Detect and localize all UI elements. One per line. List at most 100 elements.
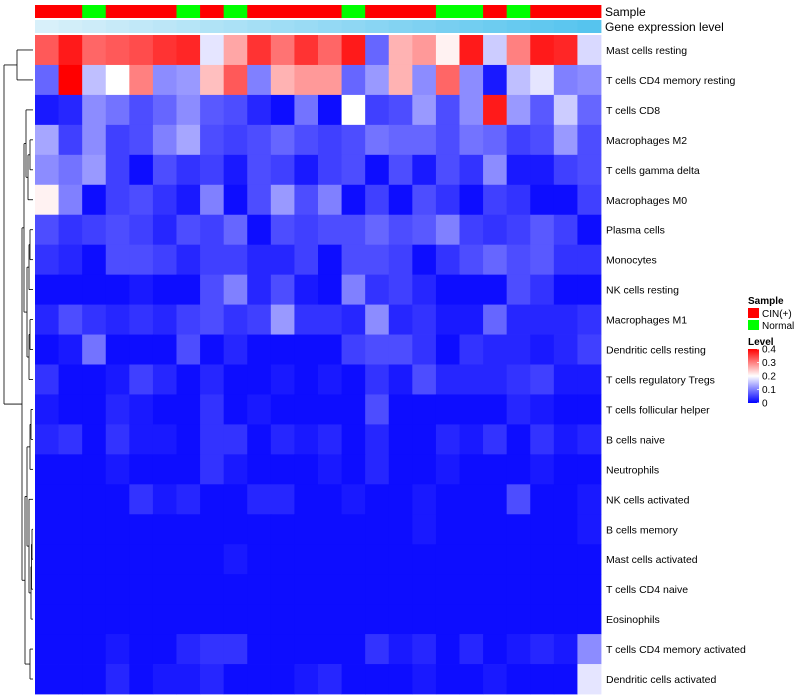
heatmap-cell (58, 394, 83, 425)
heatmap-cell (176, 424, 201, 455)
heatmap-cell (35, 64, 59, 96)
heatmap-cell (483, 214, 508, 246)
heatmap-cell (412, 394, 437, 425)
expression-annotation-cell (270, 20, 295, 33)
heatmap-cell (388, 154, 413, 186)
heatmap-cell (506, 424, 531, 455)
row-labels: Mast cells resting T cells CD4 memory res… (606, 45, 746, 686)
heatmap-cell (365, 124, 390, 156)
heatmap-cell (35, 604, 59, 635)
heatmap-cell (365, 35, 390, 66)
heatmap-cell (270, 424, 295, 455)
heatmap-cell (105, 124, 130, 156)
heatmap-cell (506, 544, 531, 575)
row-label: T cells CD4 naive (606, 584, 688, 596)
row-label: B cells naive (606, 434, 665, 446)
expression-annotation-cell (553, 20, 578, 33)
heatmap-cell (318, 124, 342, 156)
heatmap-cell (200, 664, 225, 695)
heatmap-cell (200, 484, 225, 515)
heatmap-cell (176, 35, 201, 66)
heatmap-cell (82, 364, 107, 395)
heatmap-cell (82, 394, 107, 425)
row-label: Neutrophils (606, 464, 659, 476)
expression-annotation-cell (483, 20, 508, 33)
heatmap-cell (483, 154, 508, 186)
legend-sample-title: Sample (748, 296, 784, 307)
row-label: Dendritic cells resting (606, 345, 706, 357)
heatmap-cell (294, 214, 319, 246)
heatmap-cell (58, 244, 83, 276)
heatmap-cell (152, 484, 177, 515)
heatmap-cell (176, 394, 201, 425)
heatmap-cell (577, 214, 602, 246)
heatmap-cell (483, 244, 508, 276)
heatmap-cell (200, 35, 225, 66)
heatmap-cell (35, 244, 59, 276)
heatmap-cell (247, 214, 272, 246)
heatmap-cell (341, 64, 366, 96)
heatmap-cell (223, 364, 248, 395)
heatmap-cell (176, 634, 201, 665)
heatmap-cell (247, 35, 272, 66)
heatmap-cell (459, 514, 484, 545)
heatmap-cell (152, 394, 177, 425)
heatmap-cell (176, 184, 201, 216)
heatmap-cell (129, 454, 154, 485)
heatmap-cell (223, 424, 248, 455)
heatmap-cell (412, 604, 437, 635)
expression-annotation-cell (506, 20, 531, 33)
sample-annotation-cell (105, 5, 130, 18)
heatmap-cell (506, 454, 531, 485)
heatmap-cell (176, 274, 201, 305)
heatmap-cell (553, 364, 578, 395)
row-label: T cells follicular helper (606, 404, 710, 416)
heatmap-cell (223, 514, 248, 545)
heatmap-cell (105, 484, 130, 515)
heatmap-cell (247, 394, 272, 425)
heatmap-cell (530, 424, 555, 455)
heatmap-cell (200, 64, 225, 96)
sample-annotation-label: Sample (605, 5, 646, 19)
heatmap-cell (483, 35, 508, 66)
heatmap-cell (270, 574, 295, 605)
heatmap-cell (294, 154, 319, 186)
heatmap-cell (577, 35, 602, 66)
heatmap-cell (270, 154, 295, 186)
heatmap-cell (105, 304, 130, 335)
heatmap-cell (435, 274, 460, 305)
heatmap-cell (412, 664, 437, 695)
heatmap-cell (553, 35, 578, 66)
heatmap-cell (270, 634, 295, 665)
heatmap-cell (200, 154, 225, 186)
heatmap-cell (35, 664, 59, 695)
heatmap-cell (318, 184, 342, 216)
heatmap-cell (365, 604, 390, 635)
heatmap-cell (176, 604, 201, 635)
heatmap-cell (577, 574, 602, 605)
heatmap-cell (247, 514, 272, 545)
row-label: NK cells activated (606, 494, 690, 506)
heatmap-cell (577, 454, 602, 485)
heatmap-cell (459, 394, 484, 425)
heatmap-cell (506, 124, 531, 156)
heatmap-cell (223, 64, 248, 96)
heatmap-cell (318, 394, 342, 425)
heatmap-cell (483, 124, 508, 156)
expression-annotation-cell (341, 20, 366, 33)
heatmap-cell (270, 664, 295, 695)
heatmap-cell (294, 244, 319, 276)
heatmap-cell (435, 334, 460, 365)
heatmap-cell (483, 454, 508, 485)
heatmap-cell (318, 304, 342, 335)
heatmap-cell (577, 304, 602, 335)
heatmap-cell (530, 214, 555, 246)
heatmap-cell (129, 184, 154, 216)
row-label: Monocytes (606, 255, 657, 267)
heatmap-cell (388, 514, 413, 545)
heatmap-cell (152, 424, 177, 455)
heatmap-cell (365, 484, 390, 515)
heatmap-cell (435, 64, 460, 96)
heatmap-cell (35, 424, 59, 455)
expression-annotation-cell (35, 20, 59, 33)
